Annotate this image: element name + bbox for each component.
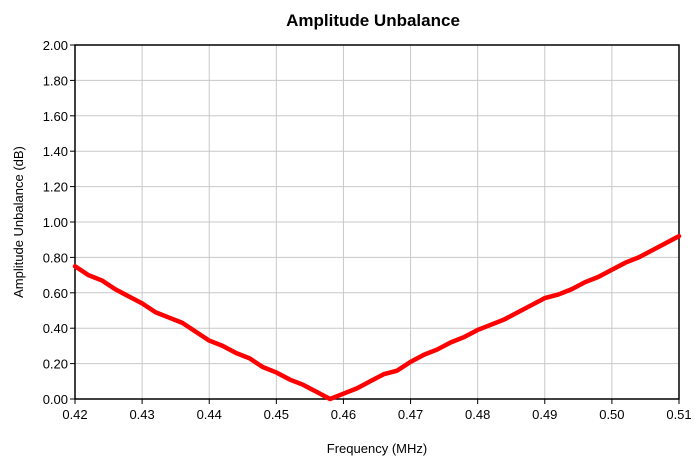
y-tick-label: 2.00 bbox=[43, 38, 68, 53]
x-tick-label: 0.51 bbox=[666, 407, 691, 422]
y-tick-label: 0.60 bbox=[43, 286, 68, 301]
x-tick-label: 0.45 bbox=[264, 407, 289, 422]
y-tick-label: 0.80 bbox=[43, 250, 68, 265]
y-tick-label: 0.00 bbox=[43, 392, 68, 407]
tick-labels: 0.42 0.43 0.44 0.45 0.46 0.47 0.48 0.49 0.50 0.51… bbox=[43, 38, 692, 422]
x-tick-label: 0.49 bbox=[532, 407, 557, 422]
y-tick-label: 0.20 bbox=[43, 357, 68, 372]
chart-title: Amplitude Unbalance bbox=[286, 11, 460, 30]
grid-lines bbox=[75, 45, 679, 399]
y-tick-label: 1.80 bbox=[43, 73, 68, 88]
x-tick-label: 0.48 bbox=[465, 407, 490, 422]
y-tick-label: 1.60 bbox=[43, 109, 68, 124]
y-tick-label: 0.40 bbox=[43, 321, 68, 336]
x-tick-label: 0.44 bbox=[197, 407, 222, 422]
y-tick-label: 1.00 bbox=[43, 215, 68, 230]
y-tick-label: 1.20 bbox=[43, 180, 68, 195]
x-axis-label: Frequency (MHz) bbox=[327, 441, 427, 456]
y-axis-label: Amplitude Unbalance (dB) bbox=[11, 146, 26, 298]
series-line bbox=[72, 233, 682, 402]
series-layer bbox=[72, 233, 682, 402]
x-tick-label: 0.43 bbox=[129, 407, 154, 422]
x-tick-label: 0.47 bbox=[398, 407, 423, 422]
x-tick-label: 0.50 bbox=[599, 407, 624, 422]
x-tick-label: 0.46 bbox=[331, 407, 356, 422]
y-tick-label: 1.40 bbox=[43, 144, 68, 159]
x-tick-label: 0.42 bbox=[62, 407, 87, 422]
